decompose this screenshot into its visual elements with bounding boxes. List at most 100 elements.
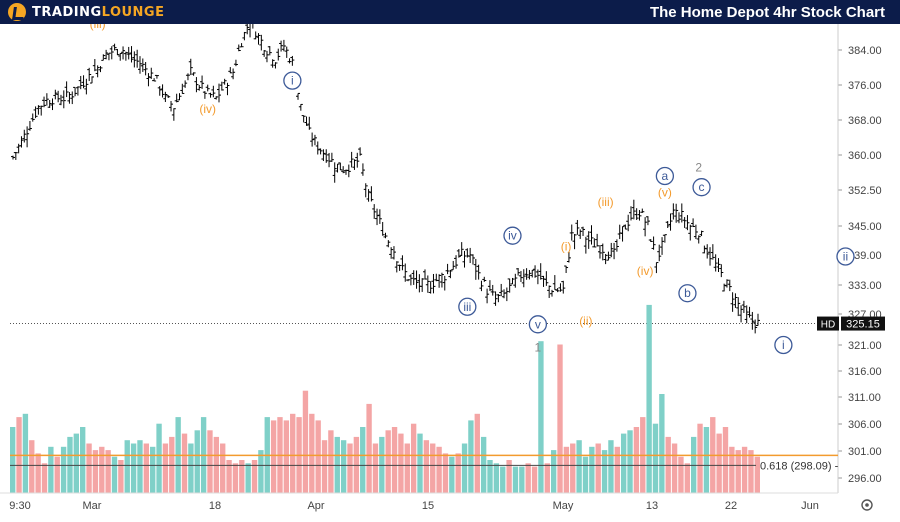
wave-label: b bbox=[684, 286, 691, 300]
wave-label: a bbox=[662, 169, 669, 183]
volume-bar bbox=[309, 413, 315, 493]
volume-bar bbox=[86, 443, 92, 493]
volume-bar bbox=[283, 420, 290, 493]
volume-bar bbox=[188, 443, 194, 493]
y-tick-label: 301.00 bbox=[848, 446, 882, 458]
wave-circle bbox=[503, 226, 522, 245]
volume-bar bbox=[722, 427, 729, 493]
brand-main: TRADING bbox=[32, 4, 102, 20]
y-tick-label: 316.00 bbox=[848, 366, 882, 378]
x-tick-label: 15 bbox=[422, 500, 434, 512]
last-price-badge bbox=[841, 316, 885, 331]
volume-bar bbox=[538, 341, 544, 493]
volume-bar bbox=[576, 440, 582, 493]
volume-bar bbox=[391, 427, 398, 493]
volume-bar bbox=[404, 443, 410, 493]
volume-bar bbox=[671, 443, 678, 493]
wave-label: (iii) bbox=[598, 195, 614, 209]
volume-bar bbox=[124, 440, 130, 493]
symbol-badge bbox=[817, 316, 839, 331]
volume-bar bbox=[417, 433, 423, 493]
volume-bar bbox=[582, 456, 589, 493]
volume-bar bbox=[35, 453, 41, 493]
volume-bar bbox=[449, 456, 455, 493]
volume-bar bbox=[570, 443, 576, 493]
header-bar: TRADINGLOUNGE The Home Depot 4hr Stock C… bbox=[0, 0, 900, 24]
volume-bar bbox=[557, 344, 563, 493]
volume-bar bbox=[525, 463, 531, 493]
x-tick-label: 22 bbox=[725, 500, 737, 512]
volume-bar bbox=[474, 413, 480, 493]
y-tick-label: 376.00 bbox=[848, 80, 882, 92]
volume-bar bbox=[150, 446, 156, 493]
y-tick-label: 345.00 bbox=[848, 221, 882, 233]
brand-name: TRADINGLOUNGE bbox=[32, 5, 164, 20]
volume-bar bbox=[729, 446, 735, 493]
volume-bar bbox=[614, 446, 620, 493]
volume-bar bbox=[41, 463, 48, 493]
volume-bar bbox=[659, 394, 665, 493]
volume-bar bbox=[290, 413, 296, 493]
volume-bar bbox=[258, 450, 264, 493]
volume-bar bbox=[137, 440, 143, 493]
volume-bar bbox=[181, 433, 188, 493]
volume-bar bbox=[468, 420, 474, 493]
x-tick-label: 18 bbox=[209, 500, 221, 512]
brand-accent: LOUNGE bbox=[101, 4, 165, 20]
volume-bar bbox=[251, 460, 258, 493]
volume-bar bbox=[748, 450, 754, 493]
volume-bar bbox=[544, 463, 550, 493]
y-tick-label: 339.00 bbox=[848, 250, 882, 262]
volume-bar bbox=[54, 456, 60, 493]
wave-label: iii bbox=[463, 300, 471, 314]
volume-bar bbox=[436, 446, 442, 493]
y-tick-label: 321.00 bbox=[848, 340, 882, 352]
volume-bar bbox=[80, 427, 86, 493]
volume-bar bbox=[315, 420, 321, 493]
volume-bar bbox=[321, 440, 328, 493]
wave-labels-group: (iii)(iv)iiiiivv1(i)(ii)(iii)(iv)(v)a2bc… bbox=[90, 17, 855, 355]
volume-bar bbox=[162, 443, 169, 493]
volume-bar bbox=[194, 430, 200, 493]
wave-circle bbox=[678, 284, 697, 303]
volume-bar bbox=[741, 446, 748, 493]
volume-bar bbox=[156, 423, 162, 493]
volume-bar bbox=[531, 466, 538, 493]
x-tick-label: May bbox=[553, 500, 574, 512]
x-tick-label: Mar bbox=[83, 500, 102, 512]
volume-bar bbox=[735, 450, 741, 493]
gear-icon[interactable] bbox=[861, 499, 873, 511]
volume-bar bbox=[512, 466, 519, 493]
wave-label: i bbox=[291, 74, 294, 88]
volume-bar bbox=[601, 450, 608, 493]
volume-bar bbox=[703, 427, 710, 493]
volume-bar bbox=[633, 427, 640, 493]
wave-circle bbox=[283, 71, 302, 90]
x-tick-label: Apr bbox=[307, 500, 324, 512]
wave-circle bbox=[458, 297, 477, 316]
volume-bar bbox=[73, 433, 80, 493]
volume-bar bbox=[506, 460, 512, 493]
volume-bar bbox=[29, 440, 35, 493]
wave-circle bbox=[692, 178, 711, 197]
volume-bar bbox=[239, 460, 245, 493]
y-tick-label: 368.00 bbox=[848, 115, 882, 127]
y-tick-label: 296.00 bbox=[848, 473, 882, 485]
volume-bar bbox=[697, 423, 703, 493]
logo-icon bbox=[8, 3, 26, 21]
volume-bar bbox=[99, 446, 105, 493]
wave-label: i bbox=[782, 338, 785, 352]
wave-circle bbox=[774, 335, 793, 355]
wave-label: v bbox=[535, 317, 541, 331]
y-tick-label: 384.00 bbox=[848, 45, 882, 57]
wave-label: 2 bbox=[695, 161, 702, 175]
volume-bar bbox=[589, 446, 595, 493]
volume-bar bbox=[678, 456, 684, 493]
volume-bar bbox=[493, 463, 500, 493]
wave-circle bbox=[836, 247, 855, 266]
volume-bar bbox=[118, 460, 124, 493]
volume-bar bbox=[430, 443, 436, 493]
volume-bar bbox=[60, 446, 67, 493]
